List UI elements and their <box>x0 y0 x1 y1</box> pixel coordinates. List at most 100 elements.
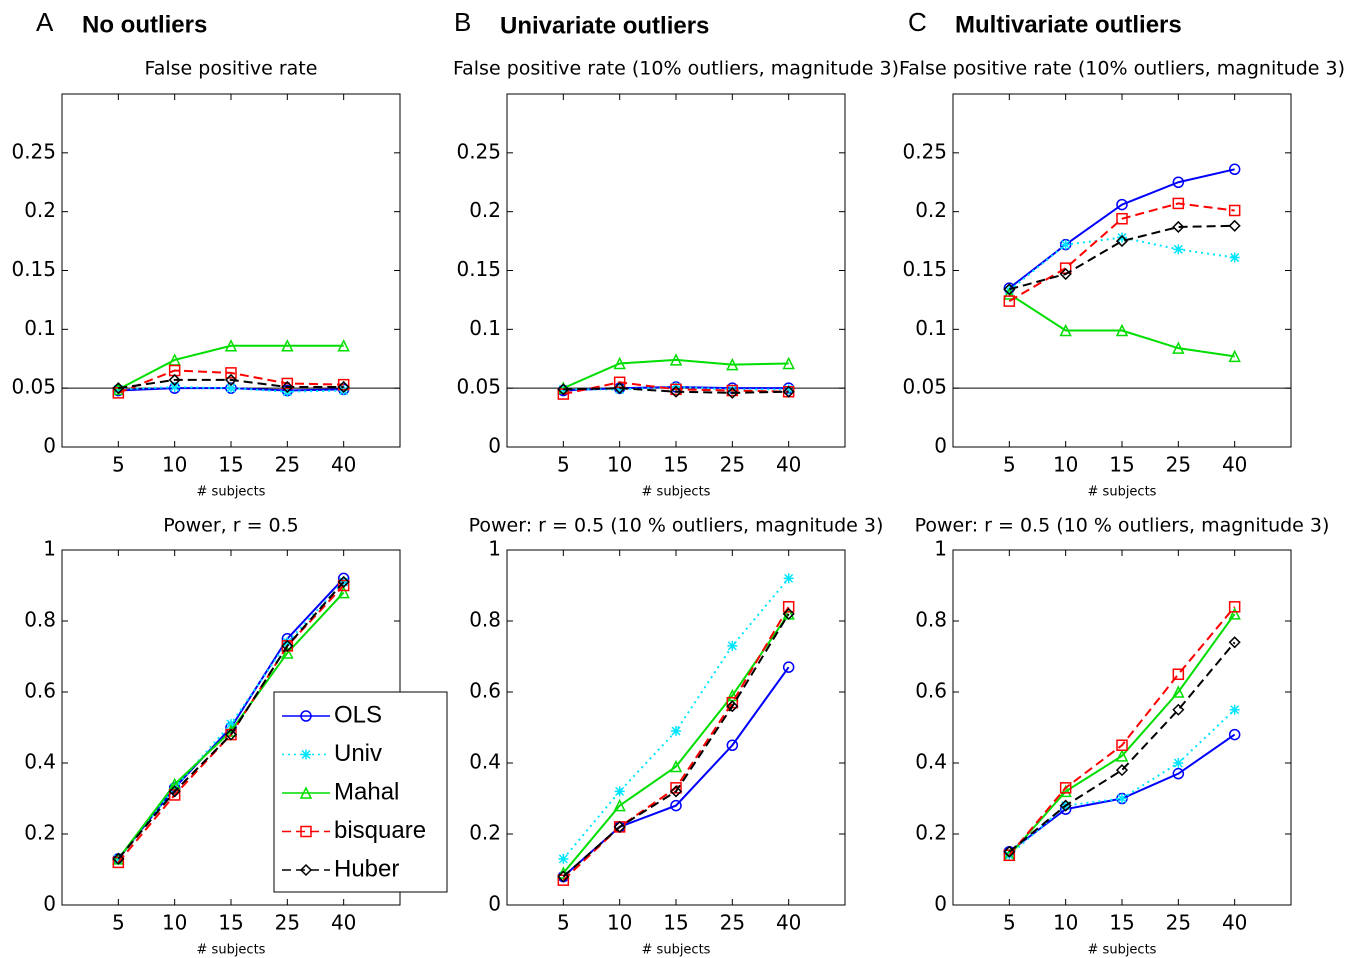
marker <box>614 786 625 797</box>
marker <box>1173 244 1184 255</box>
marker <box>225 367 237 379</box>
marker <box>1059 784 1072 798</box>
x-axis-label: # subjects <box>1088 485 1157 500</box>
x-tick-label: 40 <box>776 911 801 935</box>
marker <box>1116 198 1128 211</box>
x-tick-label: 15 <box>663 911 688 935</box>
x-axis-label: # subjects <box>1088 943 1157 958</box>
marker <box>613 820 626 833</box>
x-tick-label: 5 <box>1003 911 1016 935</box>
marker <box>1116 739 1128 751</box>
marker <box>1003 845 1016 858</box>
marker <box>782 356 795 370</box>
y-tick-label: 0 <box>43 892 56 916</box>
y-tick-label: 0.1 <box>24 316 56 340</box>
y-tick-label: 0.8 <box>469 608 501 632</box>
y-tick-label: 0.4 <box>469 750 501 774</box>
plot-frame <box>952 93 1292 448</box>
marker <box>281 339 294 352</box>
legend-box <box>273 691 448 893</box>
x-axis-label: # subjects <box>197 485 266 500</box>
y-tick-label: 0.8 <box>24 608 56 632</box>
y-tick-label: 0.2 <box>915 198 947 222</box>
marker <box>1228 349 1241 363</box>
marker <box>337 378 350 391</box>
panel-title: No outliers <box>82 11 207 38</box>
marker <box>337 575 350 589</box>
marker <box>113 853 124 864</box>
marker <box>112 382 125 396</box>
marker <box>113 384 124 395</box>
y-tick-label: 0.6 <box>24 679 56 703</box>
marker <box>726 384 739 397</box>
marker <box>1059 782 1072 794</box>
series-line <box>118 378 344 390</box>
marker <box>1229 704 1240 715</box>
marker <box>299 863 313 877</box>
marker <box>1172 220 1185 234</box>
x-tick-label: 5 <box>112 453 125 477</box>
marker <box>168 789 181 801</box>
marker <box>1115 749 1129 762</box>
marker <box>281 377 294 390</box>
marker <box>669 385 683 398</box>
x-tick-label: 15 <box>218 453 243 477</box>
marker <box>337 339 350 352</box>
marker <box>282 637 293 648</box>
series-line <box>563 381 789 396</box>
series-line <box>562 606 790 881</box>
y-tick-label: 0.4 <box>24 750 56 774</box>
series-line <box>1008 606 1236 856</box>
marker <box>1059 323 1072 337</box>
y-tick-label: 0.2 <box>24 821 56 845</box>
x-tick-label: 15 <box>1109 911 1134 935</box>
marker <box>301 749 311 760</box>
x-tick-label: 25 <box>1166 911 1191 935</box>
marker <box>1172 767 1185 780</box>
series-line <box>117 581 345 860</box>
marker <box>338 385 349 396</box>
x-tick-label: 25 <box>720 911 745 935</box>
marker <box>726 739 739 751</box>
marker <box>783 384 794 395</box>
y-tick-label: 0.2 <box>24 198 56 222</box>
y-tick-label: 0 <box>934 434 947 458</box>
y-tick-label: 0.05 <box>11 375 56 399</box>
marker <box>1172 668 1185 680</box>
chart-title: False positive rate <box>145 58 318 80</box>
series-line <box>117 591 345 860</box>
marker <box>669 785 683 798</box>
x-axis-label: # subjects <box>197 943 266 958</box>
marker <box>557 874 570 886</box>
marker <box>783 573 794 584</box>
marker <box>1117 232 1127 243</box>
marker <box>727 384 738 395</box>
x-tick-label: 15 <box>218 911 243 935</box>
x-tick-label: 40 <box>331 911 356 935</box>
series-line <box>563 387 789 394</box>
y-tick-label: 0.05 <box>456 375 501 399</box>
x-tick-label: 40 <box>1222 453 1247 477</box>
marker <box>669 759 683 773</box>
marker <box>1003 849 1016 862</box>
x-tick-label: 15 <box>1109 453 1134 477</box>
chart-title: Power: r = 0.5 (10 % outliers, magnitude… <box>469 515 884 537</box>
legend-label: Univ <box>334 740 382 767</box>
marker <box>281 380 294 394</box>
panel-title: Univariate outliers <box>500 12 709 39</box>
y-tick-label: 0.05 <box>902 375 947 399</box>
marker <box>1116 212 1128 225</box>
marker <box>299 786 313 799</box>
y-tick-label: 1 <box>488 537 501 561</box>
y-tick-label: 0.4 <box>915 750 947 774</box>
y-tick-label: 0 <box>488 892 501 916</box>
marker <box>1228 219 1241 232</box>
marker <box>300 710 312 722</box>
marker <box>226 383 236 394</box>
series-line <box>1008 613 1236 856</box>
series-line <box>562 613 790 874</box>
x-tick-label: 5 <box>557 911 570 935</box>
marker <box>1115 764 1129 777</box>
marker <box>726 386 739 399</box>
series-line <box>1008 168 1235 289</box>
